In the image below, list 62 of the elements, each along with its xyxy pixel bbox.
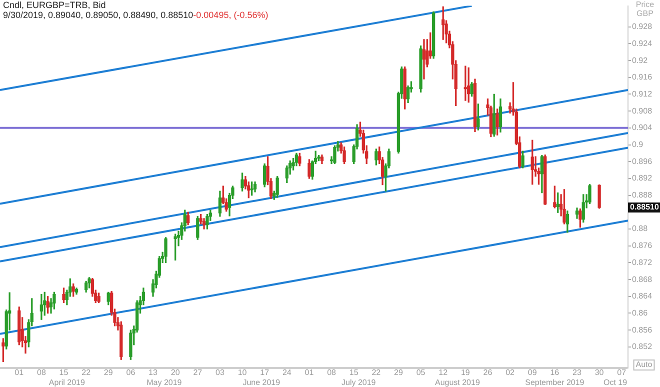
y-tick-label: 0.868 <box>632 274 653 284</box>
y-tick-label: 0.856 <box>632 325 653 334</box>
y-axis-title: Price GBP <box>636 0 655 18</box>
y-tick-label: 0.9 <box>632 140 644 149</box>
candlestick <box>422 39 426 80</box>
x-tick-label: 23 <box>572 368 582 378</box>
annotation: -0.00495, (-0.56%) <box>193 10 268 20</box>
x-tick-label: 15 <box>59 368 69 378</box>
text: June 2019 <box>242 378 281 387</box>
text: 9/30/2019, 0.89040, 0.89050, 0.88490, 0.88510 <box>3 10 194 20</box>
annotation: 0.88510 <box>630 202 660 212</box>
x-tick-label: 10 <box>238 368 248 378</box>
text: Auto <box>636 360 653 370</box>
y-tick-label: 0.912 <box>632 89 653 98</box>
y-tick-label: 0.908 <box>632 106 653 116</box>
x-tick-label: 13 <box>148 368 158 378</box>
text: April 2019 <box>48 378 86 387</box>
x-tick-label: 20 <box>170 368 180 378</box>
x-tick-label: 15 <box>349 368 359 378</box>
x-tick-label: 29 <box>104 368 114 378</box>
text: May 2019 <box>146 378 182 387</box>
y-tick-label: 0.916 <box>632 72 653 82</box>
x-tick-label: 05 <box>416 368 426 378</box>
y-tick-label: 0.896 <box>632 156 653 166</box>
x-tick-label: 08 <box>327 368 337 378</box>
x-tick-label: 12 <box>438 368 448 378</box>
text: July 2019 <box>342 378 376 387</box>
y-tick-label: 0.86 <box>632 308 648 318</box>
chart-title: Cndl, EURGBP=TRB, Bid <box>3 0 106 10</box>
candlestick <box>464 66 467 101</box>
x-tick-label: 27 <box>193 368 203 378</box>
x-tick-label: 29 <box>394 368 404 378</box>
y-tick-label: 0.904 <box>632 123 653 132</box>
x-tick-label: 08 <box>36 368 46 378</box>
x-tick-label: 26 <box>483 368 493 378</box>
x-tick-label: 09 <box>528 368 538 378</box>
x-tick-label: 16 <box>550 368 560 378</box>
y-tick-label: 0.872 <box>632 258 653 267</box>
x-tick-label: 22 <box>82 368 92 378</box>
x-tick-label: 19 <box>460 368 470 378</box>
x-tick-label: 22 <box>372 368 382 378</box>
x-tick-label: 03 <box>216 368 225 378</box>
y-tick-label: 0.864 <box>632 292 653 301</box>
x-tick-label: 17 <box>260 368 270 378</box>
x-tick-label: 07 <box>617 368 627 378</box>
x-tick-label: 02 <box>506 368 516 378</box>
text: September 2019 <box>525 378 585 387</box>
x-tick-label: 30 <box>594 368 604 378</box>
y-tick-label: 0.852 <box>632 342 653 352</box>
x-tick-label: 01 <box>14 368 24 378</box>
text: August 2019 <box>434 378 480 387</box>
y-tick-label: 0.876 <box>632 241 653 250</box>
y-tick-label: 0.928 <box>632 22 653 32</box>
text: Oct 19 <box>603 378 628 387</box>
x-tick-label: 24 <box>282 368 292 378</box>
x-tick-label: 01 <box>304 368 314 378</box>
y-tick-label: 0.92 <box>632 56 648 65</box>
x-tick-label: 06 <box>126 368 136 378</box>
y-tick-label: 0.888 <box>632 190 653 200</box>
y-tick-label: 0.892 <box>632 174 653 183</box>
y-tick-label: 0.88 <box>632 224 648 234</box>
y-tick-label: 0.924 <box>632 38 653 48</box>
